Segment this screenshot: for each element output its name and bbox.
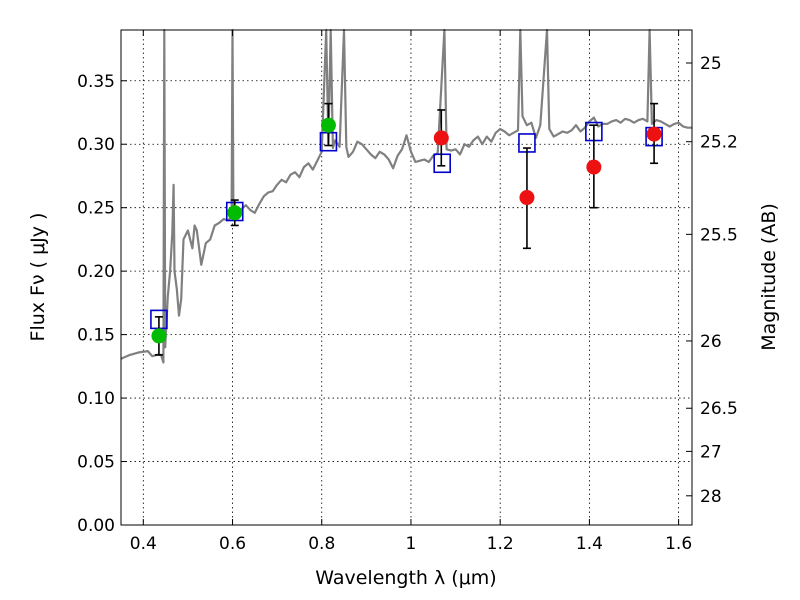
x-tick-label: 0.4 (130, 534, 157, 554)
x-tick-label: 1 (406, 534, 417, 554)
right-tick-label: 27 (700, 442, 722, 462)
right-ticks: 25 25.2 25.5 26 26.5 27 28 (686, 54, 738, 507)
right-tick-label: 25.5 (700, 225, 738, 245)
y-tick-label: 0.30 (77, 135, 115, 155)
model-flux-marker (433, 153, 451, 174)
x-axis-title: Wavelength λ (μm) (315, 567, 496, 589)
photometry-points (151, 102, 662, 356)
flux-point-marker (646, 126, 662, 142)
x-tick-label: 1.2 (487, 534, 514, 554)
y-ticks: 0.00 0.05 0.10 0.15 0.20 0.25 0.30 0.35 (77, 72, 127, 536)
sed-model-line (120, 28, 692, 364)
photometry-point (151, 316, 167, 356)
photometry-point (320, 102, 336, 147)
right-tick-label: 25 (700, 54, 722, 74)
flux-point-marker (519, 190, 535, 206)
photometry-point (586, 124, 602, 209)
flux-point-marker (151, 328, 167, 344)
sed-spectrum (120, 28, 692, 364)
x-tick-label: 0.6 (219, 534, 246, 554)
y-tick-label: 0.25 (77, 199, 115, 219)
photometry-point (227, 199, 243, 227)
x-tick-label: 1.4 (576, 534, 603, 554)
flux-point-marker (320, 117, 336, 133)
y-tick-label: 0.10 (77, 389, 115, 409)
plot-frame (120, 29, 693, 526)
y-tick-label: 0.00 (77, 516, 115, 536)
x-tick-label: 0.8 (308, 534, 335, 554)
x-tick-label: 1.6 (665, 534, 692, 554)
grid (121, 30, 692, 526)
x-ticks: 0.4 0.6 0.8 1 1.2 1.4 1.6 (130, 30, 692, 554)
right-tick-label: 25.2 (700, 133, 738, 153)
right-axis-title: Magnitude (AB) (758, 203, 780, 351)
y-tick-label: 0.35 (77, 72, 115, 92)
photometry-point (519, 147, 535, 250)
right-tick-label: 26 (700, 332, 722, 352)
photometry-point (646, 102, 662, 165)
flux-point-marker (586, 159, 602, 175)
flux-point-marker (433, 130, 449, 146)
model-boxes (150, 121, 663, 330)
y-tick-label: 0.15 (77, 326, 115, 346)
flux-point-marker (227, 205, 243, 221)
right-tick-label: 28 (700, 487, 722, 507)
y-axis-title: Flux Fν ( μJy ) (27, 213, 49, 342)
y-tick-label: 0.20 (77, 262, 115, 282)
right-tick-label: 26.5 (700, 399, 738, 419)
y-tick-label: 0.05 (77, 453, 115, 473)
photometry-point (433, 109, 449, 167)
